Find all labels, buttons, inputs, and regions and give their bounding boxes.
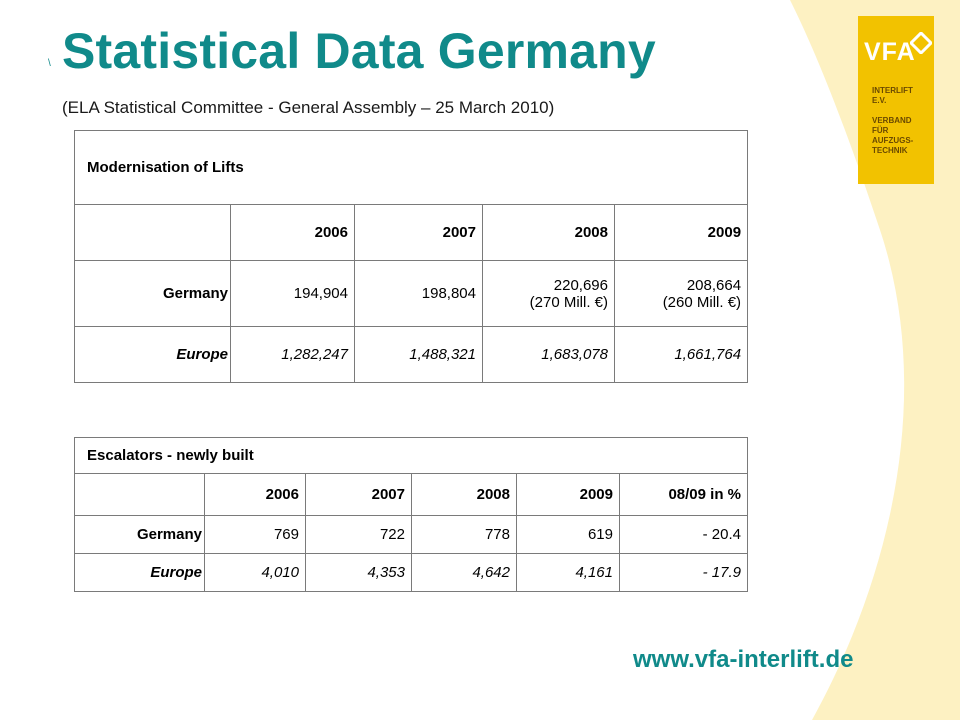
escalators-table: Escalators - newly built 2006 2007 2008 … xyxy=(74,437,748,592)
website-url: www.vfa-interlift.de xyxy=(633,646,854,673)
table-cell: 778 xyxy=(411,515,517,554)
logo-text: INTERLIFT E.V. VERBAND FÜR AUFZUGS- TECH… xyxy=(872,86,914,155)
table-caption: Escalators - newly built xyxy=(74,437,748,474)
table-row: Europe 1,282,247 1,488,321 1,683,078 1,6… xyxy=(74,326,749,383)
page-subtitle: (ELA Statistical Committee - General Ass… xyxy=(62,98,555,117)
column-header: 2006 xyxy=(204,473,306,516)
table-cell: 4,353 xyxy=(305,553,412,592)
modernisation-table: Modernisation of Lifts 2006 2007 2008 20… xyxy=(73,130,749,383)
table-cell: 208,664 (260 Mill. €) xyxy=(613,260,749,327)
column-header: 2007 xyxy=(305,473,412,516)
table-cell: 1,282,247 xyxy=(230,326,355,383)
cell-value: 208,664 xyxy=(686,276,742,294)
year-header: 2006 xyxy=(230,204,355,261)
table-cell: 1,683,078 xyxy=(482,326,615,383)
year-header: 2008 xyxy=(482,204,615,261)
table-row: Europe 4,010 4,353 4,642 4,161 - 17.9 xyxy=(74,553,748,592)
table-cell: 4,010 xyxy=(204,553,306,592)
table-cell: 722 xyxy=(305,515,412,554)
cell-value: 220,696 xyxy=(553,276,608,294)
row-label: Germany xyxy=(74,260,231,327)
table-cell: 1,488,321 xyxy=(354,326,483,383)
decorative-tick: \ xyxy=(48,58,51,69)
table-corner xyxy=(74,473,205,516)
vfa-interlift-logo: VFA INTERLIFT E.V. VERBAND FÜR AUFZUGS- … xyxy=(858,16,934,184)
table-cell: 4,161 xyxy=(516,553,620,592)
cell-value: 198,804 xyxy=(421,285,476,302)
table-cell: 194,904 xyxy=(230,260,355,327)
table-caption: Modernisation of Lifts xyxy=(73,130,749,205)
cell-value: 194,904 xyxy=(293,285,348,302)
table-row: Germany 769 722 778 619 - 20.4 xyxy=(74,515,748,554)
row-label: Germany xyxy=(74,515,205,554)
year-header: 2007 xyxy=(354,204,483,261)
year-header: 2009 xyxy=(613,204,749,261)
table-cell: 619 xyxy=(516,515,620,554)
page-title: Statistical Data Germany xyxy=(62,23,656,79)
diamond-icon xyxy=(910,32,932,54)
row-label: Europe xyxy=(74,553,205,592)
column-header: 2009 xyxy=(516,473,620,516)
table-cell: 769 xyxy=(204,515,306,554)
table-cell: 1,661,764 xyxy=(613,326,749,383)
table-row: Germany 194,904 198,804 220,696 (270 Mil… xyxy=(74,260,749,327)
table-cell: 198,804 xyxy=(354,260,483,327)
table-cell: - 20.4 xyxy=(619,515,748,554)
table-corner xyxy=(74,204,231,261)
logo-mark: VFA xyxy=(864,38,916,66)
table-cell: - 17.9 xyxy=(619,553,748,592)
table-cell: 220,696 (270 Mill. €) xyxy=(482,260,615,327)
cell-note: (260 Mill. €) xyxy=(662,293,742,311)
row-label: Europe xyxy=(74,326,231,383)
table-cell: 4,642 xyxy=(411,553,517,592)
column-header: 08/09 in % xyxy=(619,473,748,516)
cell-note: (270 Mill. €) xyxy=(529,293,608,311)
column-header: 2008 xyxy=(411,473,517,516)
